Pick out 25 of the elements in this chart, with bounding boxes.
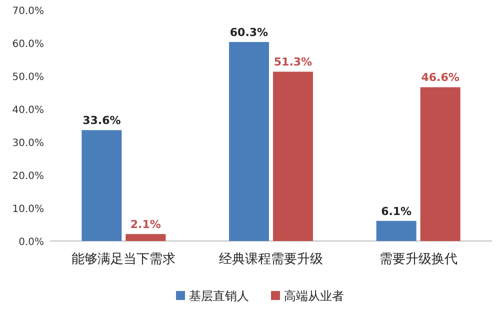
data-label: 2.1%	[130, 218, 161, 232]
y-tick-label: 70.0%	[12, 6, 44, 17]
y-tick-label: 40.0%	[12, 105, 44, 116]
data-label: 33.6%	[82, 114, 121, 128]
y-tick-label: 20.0%	[12, 171, 44, 182]
x-tick-label: 能够满足当下需求	[72, 252, 176, 267]
bar	[126, 234, 166, 241]
data-label: 51.3%	[274, 56, 312, 69]
legend-label: 基层直销人	[189, 289, 249, 303]
data-label: 46.6%	[421, 71, 460, 84]
y-tick-label: 50.0%	[12, 72, 44, 83]
y-tick-label: 30.0%	[12, 138, 44, 149]
data-label: 6.1%	[381, 204, 412, 218]
legend-label: 高端从业者	[284, 289, 344, 303]
bar	[82, 130, 122, 241]
y-tick-label: 0.0%	[18, 237, 44, 248]
y-tick-label: 10.0%	[12, 204, 44, 215]
data-label: 60.3%	[230, 26, 268, 40]
y-tick-label: 60.0%	[12, 39, 44, 50]
x-tick-label: 需要升级换代	[379, 252, 458, 267]
bar	[420, 87, 460, 241]
x-tick-label: 经典课程需要升级	[219, 252, 323, 267]
bar	[376, 220, 416, 241]
bar	[273, 72, 313, 241]
bar	[229, 42, 269, 241]
